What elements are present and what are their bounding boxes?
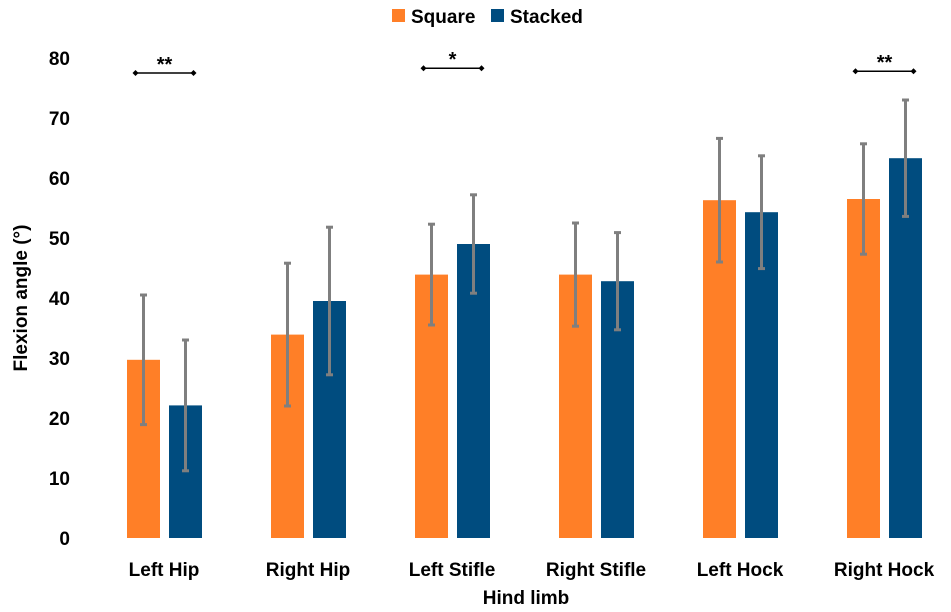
y-tick-label: 0: [59, 529, 70, 550]
bars-group: [127, 158, 922, 538]
significance-label: **: [157, 54, 173, 76]
significance-marker-left-stifle: *: [420, 49, 485, 72]
error-bar-stacked-left-stifle: [470, 193, 477, 295]
error-bar-square-right-hock: [860, 142, 867, 256]
x-tick-label-left-hock: Left Hock: [697, 560, 784, 581]
legend-swatch-square: [392, 9, 405, 22]
error-bars-group: [140, 98, 909, 473]
legend-label-stacked: Stacked: [510, 7, 583, 28]
y-tick-label: 30: [49, 349, 70, 370]
x-tick-label-left-hip: Left Hip: [129, 560, 200, 581]
significance-label: **: [877, 52, 893, 74]
error-bar-stacked-right-hock: [902, 98, 909, 218]
x-axis: Left Hip Right Hip Left Stifle Right Stifle…: [129, 560, 935, 581]
error-bar-stacked-left-hock: [758, 154, 765, 271]
error-bar-square-right-stifle: [572, 221, 579, 328]
x-tick-label-right-stifle: Right Stifle: [546, 560, 646, 581]
x-tick-label-right-hock: Right Hock: [834, 560, 935, 581]
error-bar-stacked-right-hip: [326, 225, 333, 377]
significance-markers: ** * **: [132, 49, 917, 76]
y-tick-label: 40: [49, 289, 70, 310]
legend: Square Stacked: [392, 7, 583, 28]
error-bar-square-left-stifle: [428, 222, 435, 327]
legend-label-square: Square: [411, 7, 475, 28]
y-tick-label: 20: [49, 409, 70, 430]
significance-label: *: [449, 49, 457, 71]
y-axis: 0 10 20 30 40 50 60 70 80: [49, 49, 70, 550]
significance-marker-right-hock: **: [852, 52, 917, 75]
bar-stacked-right-hock: [889, 158, 922, 538]
error-bar-stacked-left-hip: [182, 338, 189, 473]
x-tick-label-left-stifle: Left Stifle: [409, 560, 496, 581]
y-tick-label: 80: [49, 49, 70, 70]
x-tick-label-right-hip: Right Hip: [266, 560, 350, 581]
y-tick-label: 60: [49, 169, 70, 190]
error-bar-square-left-hock: [716, 136, 723, 264]
significance-marker-left-hip: **: [132, 54, 197, 76]
y-tick-label: 70: [49, 109, 70, 130]
error-bar-stacked-right-stifle: [614, 231, 621, 332]
error-bar-square-left-hip: [140, 293, 147, 427]
x-axis-title: Hind limb: [483, 588, 570, 609]
error-bar-square-right-hip: [284, 261, 291, 408]
y-tick-label: 50: [49, 229, 70, 250]
y-axis-title: Flexion angle (°): [11, 225, 32, 372]
legend-swatch-stacked: [491, 9, 504, 22]
y-tick-label: 10: [49, 469, 70, 490]
